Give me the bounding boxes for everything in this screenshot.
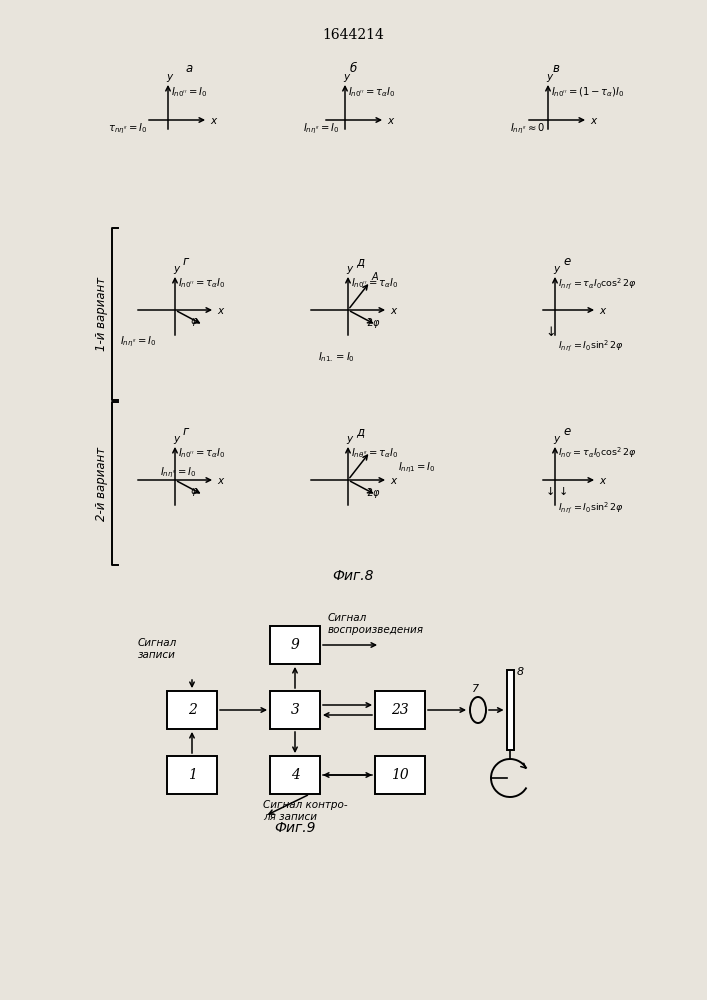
Text: y: y (553, 264, 559, 274)
Text: x: x (210, 116, 216, 126)
Bar (270, 626, 320, 664)
Text: φ: φ (191, 316, 197, 326)
Text: 1-й вариант: 1-й вариант (95, 277, 108, 351)
Text: $I_{n\eta'}=I_0\sin^2 2\varphi$: $I_{n\eta'}=I_0\sin^2 2\varphi$ (558, 500, 624, 515)
Text: $2\varphi$: $2\varphi$ (366, 486, 380, 500)
Bar (506, 670, 513, 750)
Text: a: a (186, 62, 193, 75)
Text: е: е (563, 255, 571, 268)
Text: 7: 7 (472, 684, 479, 694)
Text: 9: 9 (291, 638, 300, 652)
Text: г: г (183, 425, 189, 438)
Text: $\downarrow\downarrow$: $\downarrow\downarrow$ (543, 485, 568, 497)
Text: 2-й вариант: 2-й вариант (95, 446, 108, 521)
Text: x: x (217, 306, 223, 316)
Text: $I_{n0''}=\tau_\alpha I_0$: $I_{n0''}=\tau_\alpha I_0$ (178, 276, 226, 290)
Text: Сигнал контро-
ля записи: Сигнал контро- ля записи (263, 800, 348, 822)
Text: $I_{n0''}=(1-\tau_\alpha)I_0$: $I_{n0''}=(1-\tau_\alpha)I_0$ (551, 85, 625, 99)
Text: 1: 1 (187, 768, 197, 782)
Text: x: x (590, 116, 596, 126)
Text: в: в (553, 62, 560, 75)
Text: $I_{n1.}=I_0$: $I_{n1.}=I_0$ (318, 350, 355, 364)
Text: φ: φ (191, 486, 197, 496)
Text: $I_{n0''}=\tau_\alpha I_0$: $I_{n0''}=\tau_\alpha I_0$ (351, 276, 398, 290)
Bar (167, 691, 217, 729)
Text: y: y (553, 434, 559, 444)
Text: A: A (371, 272, 378, 282)
Text: $\downarrow$: $\downarrow$ (543, 325, 555, 339)
Text: $I_{n\eta1}=I_0$: $I_{n\eta1}=I_0$ (398, 460, 436, 475)
Text: x: x (599, 306, 605, 316)
Text: $\tau_{n\eta''}=I_0$: $\tau_{n\eta''}=I_0$ (108, 121, 148, 136)
Text: Фиг.8: Фиг.8 (332, 569, 374, 583)
Text: $I_{n\eta'}=I_0\sin^2 2\varphi$: $I_{n\eta'}=I_0\sin^2 2\varphi$ (558, 338, 624, 353)
Text: $I_{n\eta''}\approx 0$: $I_{n\eta''}\approx 0$ (510, 121, 545, 136)
Text: 8: 8 (517, 667, 524, 677)
Text: 4: 4 (291, 768, 300, 782)
Text: 3: 3 (291, 703, 300, 717)
Text: 1644214: 1644214 (322, 28, 384, 42)
Text: Сигнал
воспроизведения: Сигнал воспроизведения (328, 613, 424, 635)
Text: $I_{n\eta''}=I_0$: $I_{n\eta''}=I_0$ (160, 465, 197, 480)
Text: y: y (173, 264, 179, 274)
Text: y: y (173, 434, 179, 444)
Text: 23: 23 (391, 703, 409, 717)
Bar (270, 756, 320, 794)
Text: $I_{n\theta''}=\tau_\alpha I_0$: $I_{n\theta''}=\tau_\alpha I_0$ (351, 446, 399, 460)
Text: x: x (217, 476, 223, 486)
Text: Фиг.9: Фиг.9 (274, 821, 316, 835)
Text: д: д (356, 425, 364, 438)
Text: y: y (346, 264, 352, 274)
Text: y: y (346, 434, 352, 444)
Text: е: е (563, 425, 571, 438)
Bar (375, 691, 425, 729)
Text: y: y (546, 72, 552, 82)
Text: y: y (343, 72, 349, 82)
Text: $I_{n\eta''}=I_0$: $I_{n\eta''}=I_0$ (120, 334, 156, 349)
Text: г: г (183, 255, 189, 268)
Text: $I_{n0''}=\tau_\alpha I_0$: $I_{n0''}=\tau_\alpha I_0$ (348, 85, 395, 99)
Text: 10: 10 (391, 768, 409, 782)
Text: б: б (350, 62, 357, 75)
Text: $I_{n\eta'}=\tau_\alpha I_0\cos^2 2\varphi$: $I_{n\eta'}=\tau_\alpha I_0\cos^2 2\varp… (558, 276, 637, 291)
Bar (167, 756, 217, 794)
Text: $I_{n\eta''}=I_0$: $I_{n\eta''}=I_0$ (303, 121, 339, 136)
Text: $2\varphi$: $2\varphi$ (366, 316, 380, 330)
Text: x: x (390, 306, 396, 316)
Bar (375, 756, 425, 794)
Text: $I_{n0''}=I_0$: $I_{n0''}=I_0$ (171, 85, 207, 99)
Text: д: д (356, 255, 364, 268)
Text: x: x (599, 476, 605, 486)
Text: $I_{n0''}=\tau_\alpha I_0$: $I_{n0''}=\tau_\alpha I_0$ (178, 446, 226, 460)
Text: y: y (166, 72, 172, 82)
Text: x: x (390, 476, 396, 486)
Text: $I_{n0'}=\tau_\alpha I_0\cos^2 2\varphi$: $I_{n0'}=\tau_\alpha I_0\cos^2 2\varphi$ (558, 446, 636, 460)
Text: x: x (387, 116, 393, 126)
Text: 2: 2 (187, 703, 197, 717)
Text: Сигнал
записи: Сигнал записи (137, 638, 177, 660)
Bar (270, 691, 320, 729)
